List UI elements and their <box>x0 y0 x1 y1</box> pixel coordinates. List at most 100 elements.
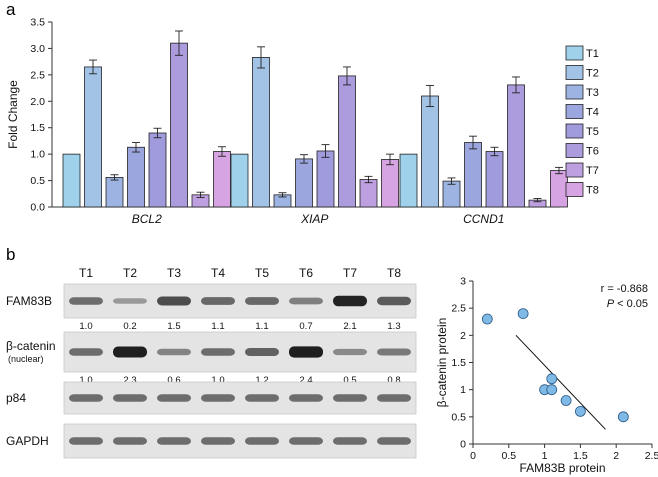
blot-band <box>245 437 279 445</box>
bar <box>464 142 482 208</box>
legend-swatch <box>565 104 584 119</box>
scatter-point <box>560 395 572 406</box>
bar <box>105 176 124 208</box>
lane-label: T7 <box>343 266 357 280</box>
scatter-point <box>546 384 558 396</box>
y-tick-label: 3 <box>460 276 466 288</box>
p-value-text: < 0.05 <box>614 298 648 310</box>
blot-band <box>157 348 191 356</box>
lane-label: T6 <box>299 266 313 280</box>
blot-band <box>289 346 323 358</box>
p-value-symbol: P <box>607 298 615 310</box>
blot-band <box>201 297 235 305</box>
y-tick-label: 2.5 <box>451 303 466 315</box>
blot-band <box>377 348 411 356</box>
legend-swatch <box>565 182 584 197</box>
band-quant-value: 1.0 <box>79 321 92 332</box>
scatter-plot: 0 0.5 1 1.5 2 2.5 0 0.5 1 1.5 2 2.5 3 FAM83B protein β… <box>435 276 658 476</box>
x-category-label: XIAP <box>300 212 328 226</box>
bar <box>170 42 188 208</box>
x-tick-label: 2.5 <box>645 450 658 462</box>
blot-band <box>245 297 279 305</box>
scatter-y-axis-title: β-catenin protein <box>435 318 449 408</box>
panel-a-label: a <box>6 0 16 19</box>
blot-band <box>157 296 191 306</box>
blot-row-sublabel: (nuclear) <box>8 354 44 364</box>
blot-band <box>289 394 323 402</box>
band-quant-value: 1.0 <box>79 375 92 386</box>
x-tick-label: 0.5 <box>501 450 516 462</box>
bar <box>421 95 439 208</box>
y-tick-label: 2.0 <box>30 96 45 108</box>
blot-band <box>113 437 147 445</box>
bar <box>442 180 461 208</box>
band-quant-value: 1.3 <box>387 321 400 332</box>
lane-label: T1 <box>79 266 93 280</box>
legend-label: T8 <box>586 185 599 197</box>
bar <box>338 75 356 208</box>
band-quant-value: 1.1 <box>211 321 224 332</box>
panel-b-label: b <box>6 245 15 264</box>
blot-band <box>113 298 147 304</box>
band-quant-value: 2.1 <box>343 321 356 332</box>
y-tick-label: 1.0 <box>30 149 45 161</box>
bar <box>213 151 231 208</box>
band-quant-value: 2.3 <box>123 375 136 386</box>
band-quant-value: 0.8 <box>387 375 400 386</box>
scatter-point <box>517 308 529 320</box>
x-category-label: CCND1 <box>463 212 504 226</box>
blot-band <box>377 437 411 445</box>
band-quant-value: 2.4 <box>299 375 312 386</box>
regression-line <box>515 334 606 430</box>
scatter-point <box>575 405 586 417</box>
legend-label: T7 <box>586 165 599 177</box>
y-tick-label: 0.5 <box>451 411 466 423</box>
lane-label: T4 <box>211 266 225 280</box>
legend-swatch <box>565 143 584 158</box>
band-quant-value: 1.2 <box>255 375 268 386</box>
legend-swatch <box>565 123 584 139</box>
y-tick-label: 0 <box>460 439 466 451</box>
blot-band <box>201 348 235 356</box>
x-tick-label: 2 <box>613 450 619 462</box>
x-category-label: BCL2 <box>132 212 162 226</box>
blot-band <box>245 347 279 357</box>
scatter-point <box>546 373 558 385</box>
y-tick-label: 3.0 <box>30 43 45 55</box>
blot-band <box>69 348 103 356</box>
blot-band <box>333 394 367 402</box>
lane-label: T8 <box>387 266 401 280</box>
blot-band <box>113 346 147 358</box>
x-tick-label: 1.5 <box>573 450 588 462</box>
band-quant-value: 1.1 <box>255 321 268 332</box>
band-quant-value: 1.5 <box>167 321 180 332</box>
bar <box>295 158 313 208</box>
bar <box>485 151 504 208</box>
lane-label: T5 <box>255 266 269 280</box>
scatter-point <box>481 313 493 325</box>
lane-label: T2 <box>123 266 137 280</box>
y-tick-label: 1 <box>460 384 466 396</box>
blot-band <box>157 394 191 402</box>
bar <box>399 153 418 208</box>
blot-band <box>69 394 103 402</box>
blot-band <box>201 394 235 402</box>
legend-label: T6 <box>586 146 599 158</box>
legend-swatch <box>565 65 584 80</box>
bar <box>359 179 378 208</box>
blot-band <box>289 297 323 305</box>
bar <box>62 153 81 208</box>
legend-swatch <box>565 162 584 178</box>
blot-row-label: GAPDH <box>6 434 49 448</box>
blot-row-label: FAM83B <box>6 294 52 308</box>
bar <box>127 146 145 208</box>
bar-chart: 0.0 0.5 1.0 1.5 2.0 2.5 3.0 3.5 Fold Change BCL2 X… <box>6 17 568 226</box>
legend-label: T1 <box>586 48 599 60</box>
blot-band <box>69 437 103 445</box>
blot-band <box>201 437 235 445</box>
blot-band <box>333 348 367 356</box>
y-tick-label: 0.5 <box>30 175 45 187</box>
blot-band <box>333 437 367 445</box>
bar <box>148 132 167 208</box>
